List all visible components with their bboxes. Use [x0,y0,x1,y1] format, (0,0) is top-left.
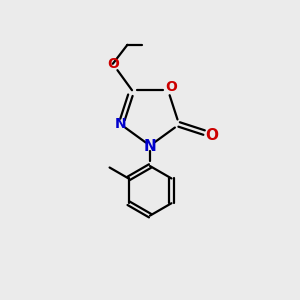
Text: O: O [166,80,177,94]
Text: N: N [144,139,156,154]
Text: N: N [115,117,126,131]
Text: O: O [107,57,119,71]
Text: O: O [206,128,218,142]
